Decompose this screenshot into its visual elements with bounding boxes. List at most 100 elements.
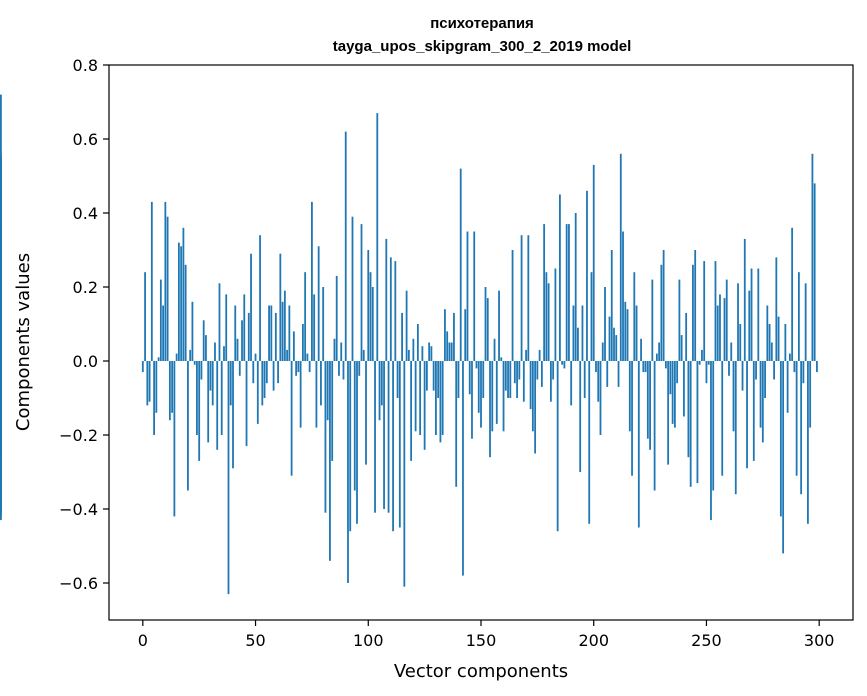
bar-82	[326, 361, 329, 421]
bar-263	[734, 361, 737, 495]
bar-84	[331, 361, 334, 461]
bar-179	[545, 272, 548, 361]
bar-111	[392, 361, 394, 532]
bar-135	[446, 331, 449, 361]
bar-148	[475, 361, 478, 369]
bar-13	[171, 361, 174, 413]
bar-141	[459, 168, 462, 361]
bar-219	[635, 305, 638, 361]
x-tick-label: 100	[353, 631, 384, 650]
bar-18	[182, 227, 185, 361]
bar-252	[710, 361, 712, 521]
bar-124	[421, 346, 424, 361]
bar-177	[540, 361, 543, 387]
bar-296	[809, 361, 812, 428]
bar-46	[245, 361, 248, 447]
bar-57	[270, 305, 273, 361]
bar-14	[173, 361, 176, 517]
bar-24	[196, 361, 198, 435]
bar-108	[385, 238, 388, 361]
bar-201	[595, 361, 597, 373]
bar-175	[536, 361, 539, 380]
bar-229	[658, 342, 661, 361]
bar-10	[164, 201, 167, 361]
bar-121	[414, 361, 417, 432]
bar-59	[274, 312, 277, 361]
bar-253	[712, 361, 715, 491]
bar-169	[522, 361, 525, 402]
bar-257	[721, 361, 724, 476]
bar-8	[159, 279, 162, 361]
bar-284	[782, 361, 785, 554]
bar-241	[685, 312, 688, 361]
bar-199	[590, 272, 593, 361]
bar-214	[624, 301, 627, 361]
x-tick-label: 250	[691, 631, 722, 650]
bar-74	[308, 361, 311, 373]
bar-21	[189, 349, 192, 361]
bar-168	[520, 235, 523, 361]
bar-249	[703, 261, 706, 361]
y-tick-label: 0.2	[73, 278, 98, 297]
bar-283	[779, 361, 782, 517]
bar-99	[365, 361, 367, 465]
bar-150	[480, 361, 482, 428]
bar-63	[283, 290, 286, 361]
bar-182	[552, 361, 555, 380]
bar-164	[511, 250, 514, 361]
bar-254	[714, 261, 717, 361]
bar-176	[538, 349, 541, 361]
bar-247	[698, 361, 701, 365]
bar-122	[416, 324, 419, 361]
bar-85	[333, 338, 336, 361]
bar-191	[572, 305, 575, 361]
bar-203	[599, 361, 602, 435]
bar-165	[513, 361, 516, 384]
bar-157	[495, 361, 498, 424]
y-tick-label: −0.6	[59, 574, 98, 593]
bar-undefined	[0, 153, 2, 361]
bar-128	[430, 346, 433, 361]
bar-262	[732, 361, 735, 432]
bar-20	[187, 361, 189, 491]
bar-200	[592, 164, 595, 361]
bar-261	[730, 342, 733, 361]
bar-233	[667, 361, 670, 465]
bar-101	[369, 272, 372, 361]
y-tick-label: −0.4	[59, 500, 98, 519]
bar-66	[290, 361, 293, 476]
bar-220	[637, 361, 640, 528]
bar-7	[157, 357, 160, 361]
bar-60	[277, 361, 279, 384]
bar-75	[311, 201, 313, 361]
bar-116	[403, 361, 406, 587]
bar-227	[653, 361, 656, 491]
bar-91	[347, 361, 349, 583]
bar-33	[216, 361, 219, 450]
bar-189	[568, 224, 570, 361]
bar-5	[153, 361, 155, 435]
bar-290	[795, 361, 798, 476]
bar-78	[317, 246, 320, 361]
bar-51	[256, 361, 259, 424]
bar-190	[570, 361, 573, 406]
bar-163	[509, 361, 512, 398]
bar-237	[676, 361, 679, 384]
bar-58	[272, 361, 275, 391]
chart-subtitle: tayga_upos_skipgram_300_2_2019 model	[333, 38, 632, 55]
bar-87	[338, 361, 340, 376]
bar-215	[626, 309, 629, 361]
bar-120	[412, 338, 415, 361]
bar-198	[588, 361, 591, 524]
bar-272	[755, 361, 757, 380]
bar-246	[696, 361, 699, 484]
bar-270	[750, 268, 753, 361]
bar-287	[788, 353, 791, 361]
bar-110	[389, 257, 392, 361]
bar-115	[401, 312, 403, 361]
bar-106	[380, 361, 383, 406]
bar-53	[261, 361, 264, 406]
x-tick-label: 200	[578, 631, 609, 650]
bar-48	[250, 253, 252, 361]
bar-103	[374, 361, 376, 513]
